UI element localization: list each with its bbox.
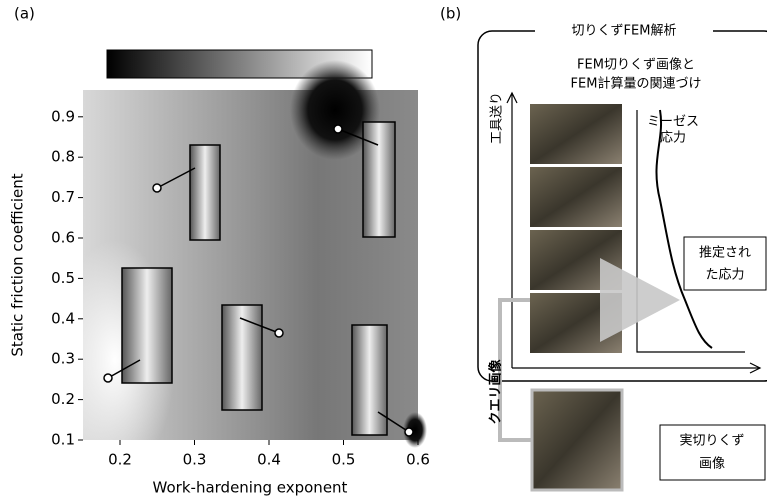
x-tick-label: 0.3: [183, 451, 207, 469]
y-tick-label: 0.1: [51, 431, 75, 449]
y-tick-label: 0.9: [51, 107, 75, 125]
y-tick-label: 0.3: [51, 350, 75, 368]
y-axis-title: Static friction coefficient: [9, 173, 27, 356]
query-image: [532, 390, 622, 490]
match-arrow: [600, 258, 680, 342]
x-tick-label: 0.2: [108, 451, 132, 469]
curve-label: 応力: [660, 131, 686, 146]
panel-title: 切りくずFEM解析: [572, 24, 677, 39]
chip-image: [222, 305, 262, 410]
y-tick-label: 0.2: [51, 390, 75, 408]
chip-image: [352, 325, 387, 435]
y-tick-label: 0.8: [51, 148, 75, 166]
panel-label: (a): [14, 5, 35, 23]
chip-image: [363, 122, 395, 237]
x-axis-title: Work-hardening exponent: [153, 479, 348, 497]
x-tick-label: 0.6: [406, 451, 430, 469]
chip-image: [190, 145, 220, 240]
subtitle: FEM計算量の関連づけ: [571, 76, 702, 92]
x-tick-label: 0.4: [257, 451, 281, 469]
curve-label: ミーゼス: [647, 115, 699, 130]
figure: (a) 0.140.200.260.320.380.44 0.20.30.40.…: [0, 0, 767, 497]
x-tick-label: 0.5: [332, 451, 356, 469]
y-tick-label: 0.5: [51, 269, 75, 287]
box-text: た応力: [705, 268, 744, 283]
y-tick-label: 0.7: [51, 188, 75, 206]
box-text: 画像: [699, 457, 725, 472]
axis-label: 工具送り: [490, 92, 505, 144]
fem-image: [530, 167, 622, 227]
query-bracket: [500, 300, 532, 440]
box-text: 推定され: [699, 246, 751, 261]
y-tick-label: 0.4: [51, 309, 75, 327]
panel-label: (b): [440, 5, 461, 23]
box-text: 実切りくず: [679, 433, 744, 449]
fem-image: [530, 104, 622, 164]
y-tick-label: 0.6: [51, 229, 75, 247]
subtitle: FEM切りくず画像と: [577, 58, 695, 73]
query-label: クエリ画像: [488, 359, 504, 425]
